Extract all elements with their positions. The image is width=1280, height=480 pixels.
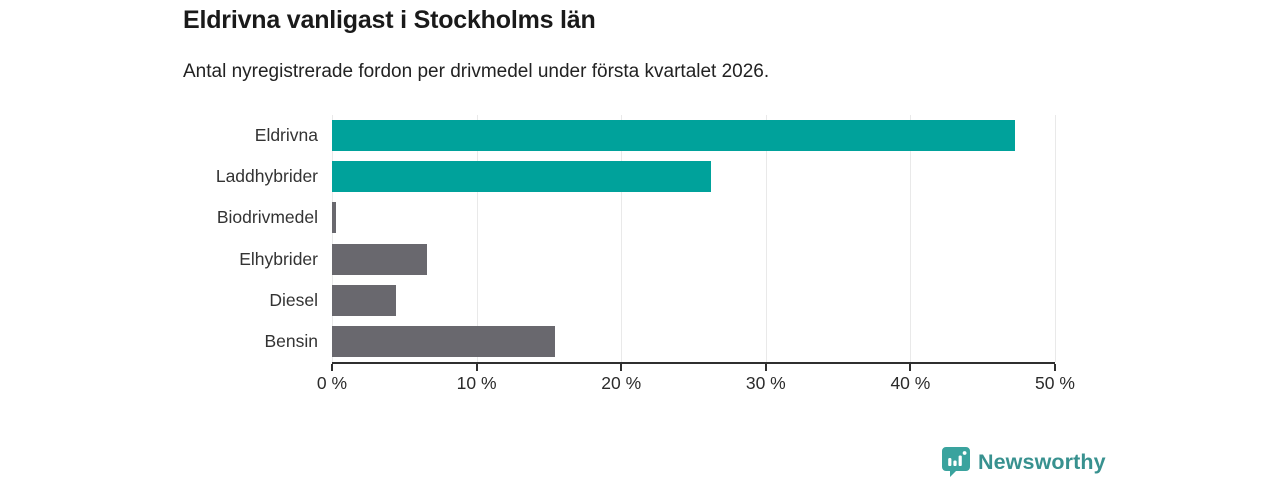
tick-mark-50 — [1054, 364, 1056, 371]
tick-label-50: 50 % — [1035, 373, 1075, 393]
tick-label-0: 0 % — [316, 373, 348, 393]
bar-rows: Eldrivna Laddhybrider Biodrivmedel Elhybrid… — [0, 115, 1055, 362]
bar-elhybrider — [332, 243, 428, 275]
bar-biodrivmedel — [332, 202, 337, 234]
bar-row: Eldrivna — [0, 115, 1055, 156]
gridline-50 — [1055, 115, 1056, 362]
bar-row: Elhybrider — [0, 239, 1055, 280]
x-axis — [331, 362, 1056, 371]
bar-diesel — [332, 284, 396, 316]
x-axis-tick-labels: 0 % 10 % 20 % 30 % 40 % 50 % — [317, 373, 1075, 397]
tick-label-10: 10 % — [456, 373, 497, 393]
brand-name: Newsworthy — [978, 449, 1106, 474]
tick-mark-10 — [475, 364, 478, 371]
category-label: Diesel — [269, 289, 318, 310]
bar-row: Laddhybrider — [0, 156, 1055, 197]
tick-mark-30 — [764, 364, 767, 371]
bar-track — [332, 325, 1055, 357]
bar-track — [332, 202, 1055, 234]
newsworthy-bar-chart-pin-icon — [942, 447, 970, 477]
tick-label-40: 40 % — [890, 373, 931, 393]
tick-mark-20 — [620, 364, 623, 371]
category-label: Laddhybrider — [215, 166, 318, 187]
bar-track — [332, 243, 1055, 275]
bar-track — [332, 161, 1055, 193]
category-label: Biodrivmedel — [216, 207, 318, 228]
bar-track — [332, 284, 1055, 316]
tick-label-20: 20 % — [601, 373, 642, 393]
tick-label-30: 30 % — [745, 373, 786, 393]
bar-track — [332, 120, 1055, 152]
tick-mark-40 — [909, 364, 912, 371]
category-label: Bensin — [264, 330, 318, 351]
bar-row: Bensin — [0, 321, 1055, 362]
bar-row: Diesel — [0, 280, 1055, 321]
bar-eldrivna — [332, 120, 1015, 152]
category-label: Eldrivna — [254, 125, 318, 146]
bar-row: Biodrivmedel — [0, 197, 1055, 238]
bar-chart: Eldrivna Laddhybrider Biodrivmedel Elhybrid… — [0, 115, 1056, 362]
category-label: Elhybrider — [239, 248, 318, 269]
bar-bensin — [332, 325, 555, 357]
tick-mark-0 — [331, 364, 333, 371]
chart-subtitle: Antal nyregistrerade fordon per drivmede… — [183, 61, 770, 82]
chart-title: Eldrivna vanligast i Stockholms län — [183, 6, 596, 34]
bar-laddhybrider — [332, 161, 711, 193]
newsworthy-logo: Newsworthy — [941, 446, 1106, 478]
